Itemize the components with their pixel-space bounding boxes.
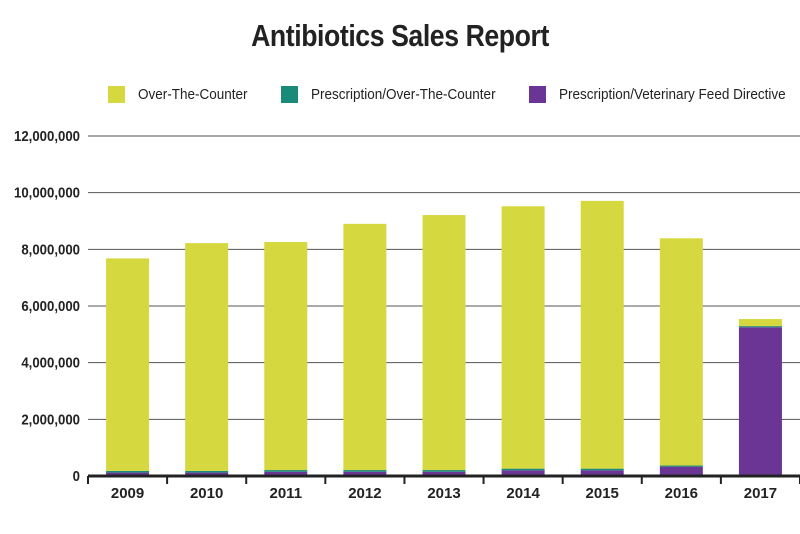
bar-2014-prescription-over-the-counter [501,468,545,471]
x-tick-label: 2012 [348,485,381,502]
bar-2015-over-the-counter [580,200,624,469]
bar-2012-prescription-veterinary-feed-directive [343,471,387,476]
bar-2016-prescription-over-the-counter [659,465,703,467]
bar-2011-prescription-veterinary-feed-directive [264,471,308,476]
legend-label-prescription-vfd: Prescription/Veterinary Feed Directive [559,86,786,103]
y-tick-label: 6,000,000 [21,297,80,314]
bar-2011-prescription-over-the-counter [264,470,308,472]
x-tick-label: 2015 [586,485,619,502]
y-tick-label: 4,000,000 [21,354,80,371]
bar-2013-over-the-counter [422,215,466,471]
bar-2009-over-the-counter [106,258,150,471]
x-tick-label: 2013 [427,485,460,502]
bar-2013-prescription-veterinary-feed-directive [422,471,466,476]
bar-2015-prescription-veterinary-feed-directive [580,470,624,476]
bar-2016-over-the-counter [659,238,703,466]
legend-swatch-over-the-counter [108,86,125,103]
bar-2012-prescription-over-the-counter [343,470,387,472]
legend-item-prescription-otc: Prescription/Over-The-Counter [281,86,516,103]
bar-2017-over-the-counter [738,319,782,327]
x-tick-label: 2010 [190,485,223,502]
legend-item-prescription-vfd: Prescription/Veterinary Feed Directive [529,86,800,103]
x-tick-label: 2014 [506,485,540,502]
chart-title: Antibiotics Sales Report [251,18,549,53]
bar-2016-prescription-veterinary-feed-directive [659,466,703,476]
bar-2017-prescription-veterinary-feed-directive [738,327,782,476]
bar-2012-over-the-counter [343,223,387,471]
bar-2010-prescription-over-the-counter [185,470,229,473]
y-tick-label: 8,000,000 [21,241,80,258]
legend: Over-The-Counter Prescription/Over-The-C… [0,86,800,110]
bar-2017-prescription-over-the-counter [738,326,782,328]
bar-2014-over-the-counter [501,206,545,469]
legend-label-over-the-counter: Over-The-Counter [138,86,248,103]
y-tick-label: 0 [73,467,80,484]
x-tick-label: 2017 [744,485,777,502]
bar-2009-prescription-over-the-counter [106,470,150,473]
bar-2010-over-the-counter [185,243,229,471]
bar-2014-prescription-veterinary-feed-directive [501,470,545,476]
bar-2015-prescription-over-the-counter [580,468,624,471]
bar-2009-prescription-veterinary-feed-directive [106,472,150,476]
y-tick-label: 10,000,000 [14,184,80,201]
x-tick-label: 2011 [270,485,303,502]
x-tick-label: 2016 [665,485,698,502]
bar-2010-prescription-veterinary-feed-directive [185,472,229,476]
y-tick-label: 2,000,000 [21,411,80,428]
x-tick-label: 2009 [111,485,144,502]
legend-item-over-the-counter: Over-The-Counter [108,86,260,103]
bar-2013-prescription-over-the-counter [422,470,466,472]
legend-swatch-prescription-vfd [529,86,546,103]
y-tick-label: 12,000,000 [14,127,80,144]
bar-2011-over-the-counter [264,241,308,471]
legend-label-prescription-otc: Prescription/Over-The-Counter [311,86,496,103]
legend-swatch-prescription-otc [281,86,298,103]
